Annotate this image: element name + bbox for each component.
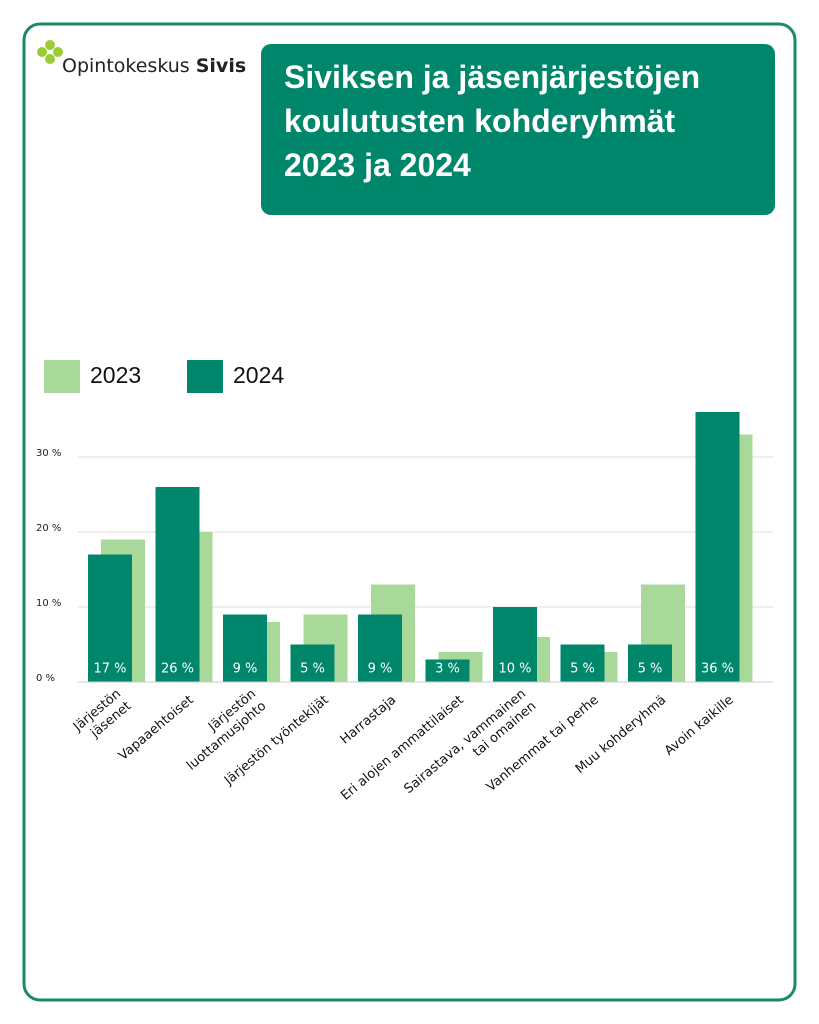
value-label: 3 % xyxy=(435,662,460,677)
frame xyxy=(22,22,797,1002)
legend-swatch xyxy=(187,360,223,393)
bar xyxy=(223,614,267,682)
y-tick-label: 10 % xyxy=(36,598,61,609)
legend-swatch xyxy=(44,360,80,393)
bar xyxy=(493,607,537,682)
value-label: 9 % xyxy=(368,662,393,677)
logo-icon xyxy=(37,40,63,64)
value-label: 36 % xyxy=(701,662,734,677)
value-label: 10 % xyxy=(498,662,531,677)
value-label: 5 % xyxy=(638,662,663,677)
value-label: 5 % xyxy=(300,662,325,677)
y-tick-label: 0 % xyxy=(36,673,55,684)
bar xyxy=(88,554,132,682)
value-label: 17 % xyxy=(93,662,126,677)
bar xyxy=(425,659,470,682)
bar xyxy=(358,614,402,682)
bar xyxy=(628,644,672,682)
legend-label: 2024 xyxy=(233,362,284,388)
logo-prefix: Opintokeskus xyxy=(62,55,190,77)
value-label: 26 % xyxy=(161,662,194,677)
logo-text: Opintokeskus Sivis xyxy=(62,55,246,77)
value-label: 5 % xyxy=(570,662,595,677)
bar xyxy=(560,644,605,682)
logo-name: Sivis xyxy=(196,55,246,77)
value-label: 9 % xyxy=(233,662,258,677)
chart-title: Siviksen ja jäsenjärjestöjen koulutusten … xyxy=(284,59,700,183)
title-box xyxy=(261,44,775,215)
y-tick-label: 20 % xyxy=(36,523,61,534)
legend-label: 2023 xyxy=(90,362,141,388)
bar xyxy=(155,487,200,682)
y-tick-label: 30 % xyxy=(36,448,61,459)
bar xyxy=(290,644,335,682)
bar xyxy=(695,412,740,682)
